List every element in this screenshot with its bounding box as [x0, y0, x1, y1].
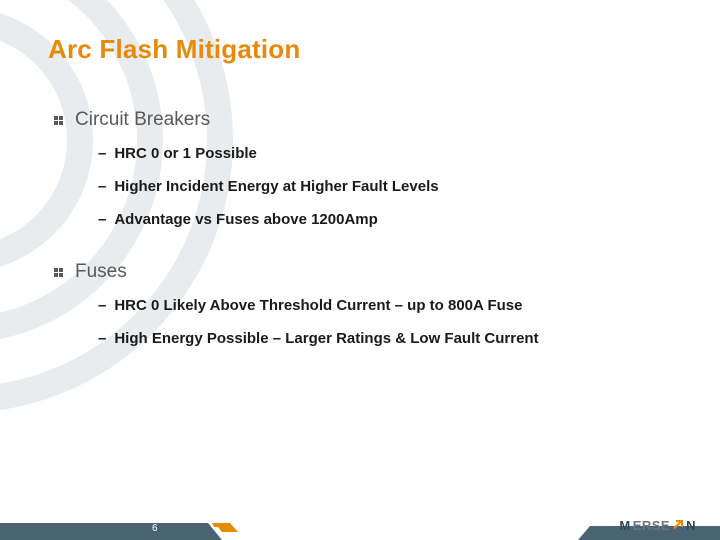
dash-bullet-icon: – [98, 211, 106, 230]
section-header: Circuit Breakers [48, 109, 672, 131]
list-item-text: High Energy Possible – Larger Ratings & … [114, 330, 672, 349]
brand-n-letter: N [686, 518, 696, 533]
brand-logo: MERSE N [619, 516, 696, 534]
list-item: – HRC 0 or 1 Possible [98, 145, 672, 164]
dash-bullet-icon: – [98, 330, 106, 349]
dash-bullet-icon: – [98, 178, 106, 197]
brand-rest-text: ERSE [633, 518, 670, 533]
section-bullet-icon [54, 268, 63, 277]
section-0: Circuit Breakers – HRC 0 or 1 Possible –… [48, 109, 672, 229]
dash-bullet-icon: – [98, 297, 106, 316]
slide-content: Arc Flash Mitigation Circuit Breakers – … [0, 0, 720, 349]
list-item: – High Energy Possible – Larger Ratings … [98, 330, 672, 349]
page-number: 6 [152, 523, 158, 534]
footer-left-shape [0, 518, 238, 540]
list-item: – Higher Incident Energy at Higher Fault… [98, 178, 672, 197]
list-item-text: HRC 0 or 1 Possible [114, 145, 672, 164]
list-item-text: HRC 0 Likely Above Threshold Current – u… [114, 297, 672, 316]
brand-arrow-icon [672, 516, 684, 534]
brand-m-letter: M [619, 518, 630, 533]
list-item: – Advantage vs Fuses above 1200Amp [98, 211, 672, 230]
section-bullet-icon [54, 116, 63, 125]
section-title: Fuses [75, 261, 127, 283]
list-item-text: Advantage vs Fuses above 1200Amp [114, 211, 672, 230]
section-header: Fuses [48, 261, 672, 283]
section-1: Fuses – HRC 0 Likely Above Threshold Cur… [48, 261, 672, 349]
dash-bullet-icon: – [98, 145, 106, 164]
list-item: – HRC 0 Likely Above Threshold Current –… [98, 297, 672, 316]
slide-title: Arc Flash Mitigation [48, 34, 672, 65]
slide-footer: 6 MERSE N [0, 516, 720, 540]
sub-list: – HRC 0 Likely Above Threshold Current –… [48, 297, 672, 349]
sub-list: – HRC 0 or 1 Possible – Higher Incident … [48, 145, 672, 229]
list-item-text: Higher Incident Energy at Higher Fault L… [114, 178, 672, 197]
section-title: Circuit Breakers [75, 109, 210, 131]
